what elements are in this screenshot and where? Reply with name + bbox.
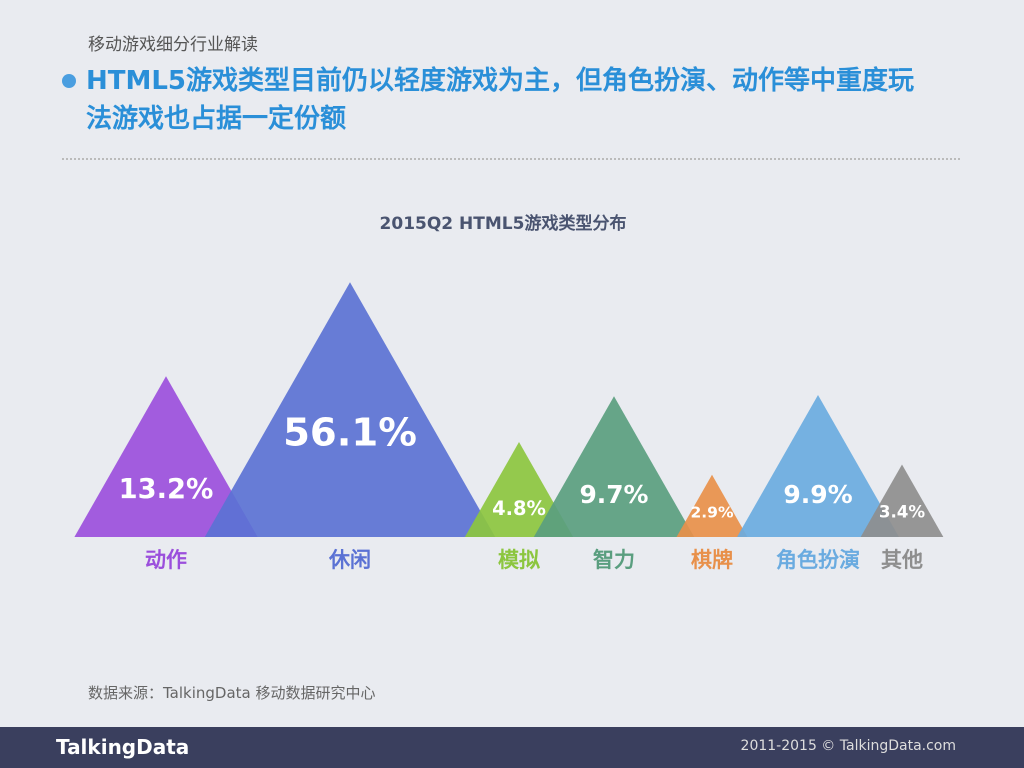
category-label: 模拟 xyxy=(498,548,540,572)
category-label: 角色扮演 xyxy=(776,548,860,572)
value-label: 9.7% xyxy=(579,480,648,509)
triangle xyxy=(74,376,258,537)
divider xyxy=(62,158,960,160)
triangle xyxy=(533,396,695,537)
logo: TalkingData xyxy=(56,735,190,759)
value-label: 9.9% xyxy=(783,480,852,509)
chart-title: 2015Q2 HTML5游戏类型分布 xyxy=(380,213,627,234)
section-title: 移动游戏细分行业解读 xyxy=(88,35,258,55)
value-label: 56.1% xyxy=(283,411,417,456)
value-label: 2.9% xyxy=(691,504,734,522)
value-label: 4.8% xyxy=(492,497,546,520)
chart: 2015Q2 HTML5游戏类型分布 13.2% 动作 56.1% 休闲 4.8% 模拟 9… xyxy=(74,213,944,572)
copyright: 2011-2015 © TalkingData.com xyxy=(740,738,956,754)
category-label: 其他 xyxy=(881,548,923,572)
value-label: 3.4% xyxy=(879,502,926,522)
category-label: 休闲 xyxy=(328,548,371,572)
category-label: 棋牌 xyxy=(691,548,733,572)
triangle xyxy=(860,464,944,537)
triangle xyxy=(464,442,574,537)
value-label: 13.2% xyxy=(119,474,214,505)
footer: TalkingData 2011-2015 © TalkingData.com xyxy=(0,727,1024,768)
source: 数据来源：TalkingData 移动数据研究中心 xyxy=(88,684,376,702)
triangle xyxy=(676,474,748,537)
triangle xyxy=(737,394,899,537)
bullet xyxy=(62,74,76,88)
category-label: 动作 xyxy=(145,548,187,572)
triangle xyxy=(204,282,496,537)
headline: HTML5游戏类型目前仍以轻度游戏为主，但角色扮演、动作等中重度玩法游戏也占据一… xyxy=(86,66,915,134)
category-label: 智力 xyxy=(593,548,635,572)
